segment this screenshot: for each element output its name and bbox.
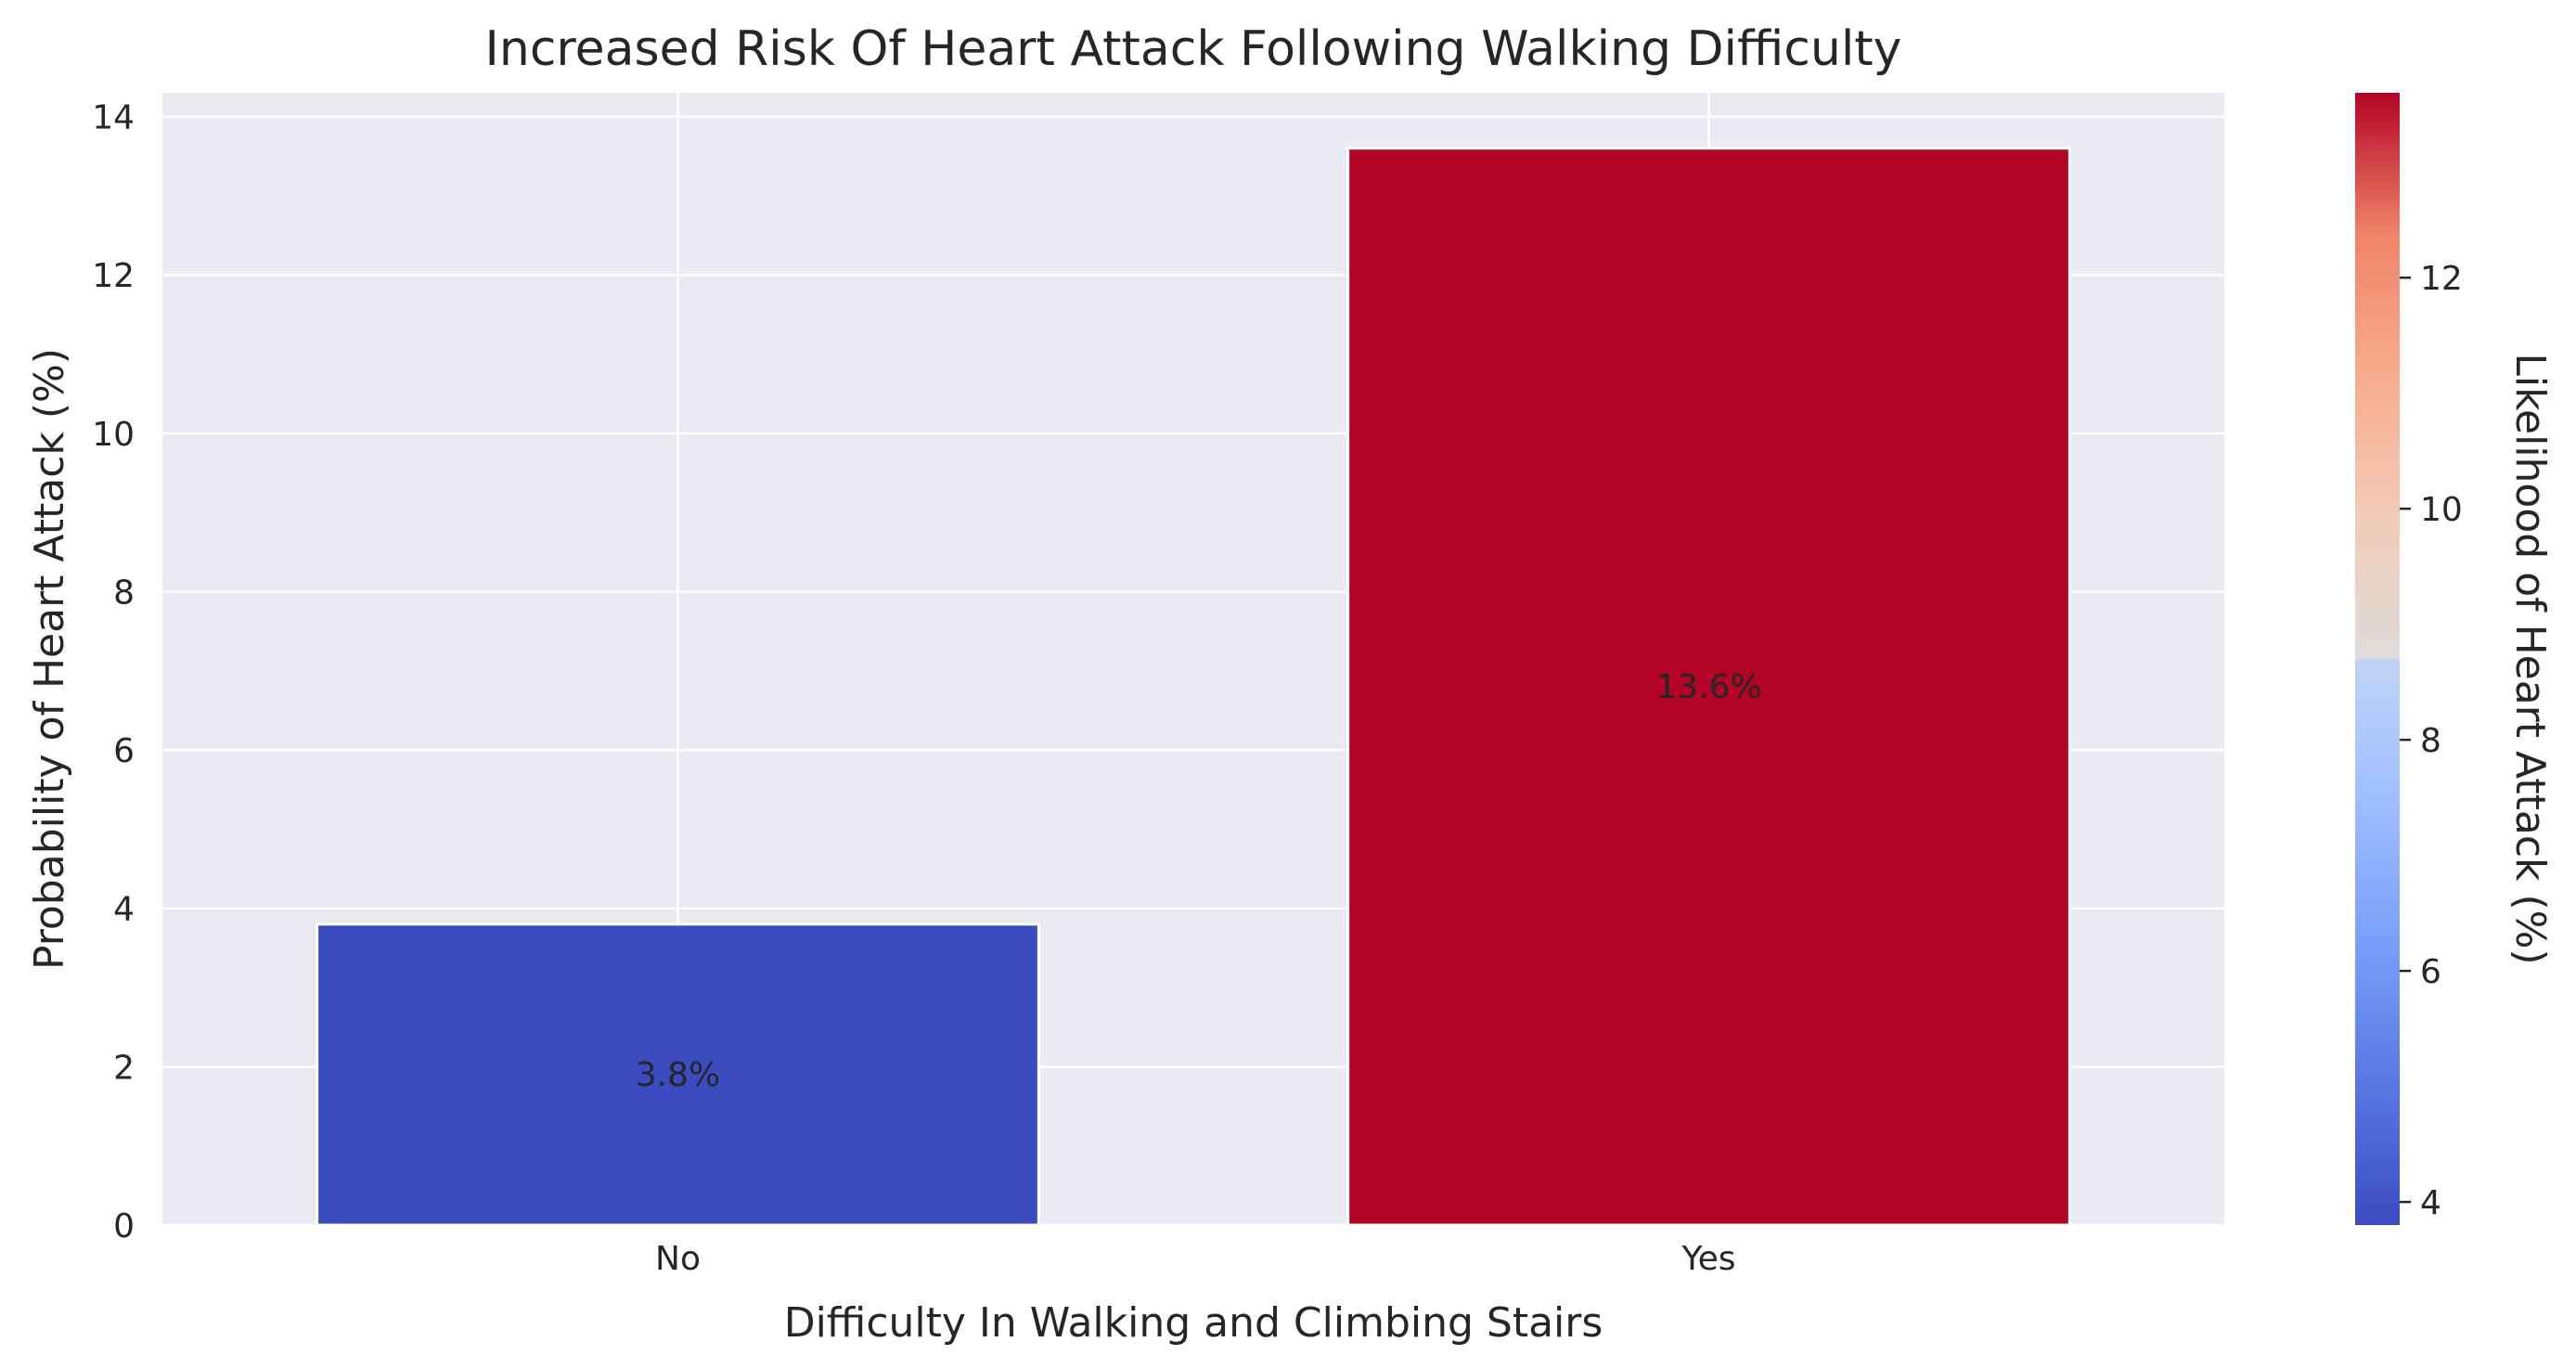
y-tick-label: 2 xyxy=(113,1049,135,1087)
data-label: 13.6% xyxy=(1655,668,1761,706)
x-tick-label: Yes xyxy=(1681,1240,1735,1278)
x-tick-labels: No Yes xyxy=(655,1240,1736,1278)
bars xyxy=(316,147,2071,1227)
colorbar-ticks: 4 6 8 10 12 xyxy=(2400,260,2463,1222)
y-tick-labels: 0 2 4 6 8 10 12 14 xyxy=(92,99,135,1245)
colorbar-tick-label: 4 xyxy=(2420,1184,2441,1222)
y-tick-label: 12 xyxy=(92,257,135,295)
x-tick-label: No xyxy=(655,1240,701,1278)
colorbar-tick-label: 12 xyxy=(2420,260,2463,298)
x-axis-label: Difficulty In Walking and Climbing Stair… xyxy=(784,1299,1604,1347)
y-tick-label: 0 xyxy=(113,1207,135,1245)
y-tick-label: 4 xyxy=(113,891,135,929)
bar-yes xyxy=(1346,147,2071,1227)
colorbar-label: Likelihood of Heart Attack (%) xyxy=(2506,353,2554,964)
colorbar xyxy=(2355,93,2400,1225)
y-axis-label: Probability of Heart Attack (%) xyxy=(26,348,73,970)
colorbar-tick-label: 10 xyxy=(2420,491,2463,529)
y-tick-label: 6 xyxy=(113,732,135,770)
y-tick-label: 10 xyxy=(92,416,135,454)
colorbar-tick-label: 6 xyxy=(2420,953,2441,991)
colorbar-tick-label: 8 xyxy=(2420,722,2441,760)
data-label: 3.8% xyxy=(636,1056,720,1094)
bar-no xyxy=(316,923,1040,1227)
y-tick-label: 8 xyxy=(113,574,135,612)
data-labels: 3.8% 13.6% xyxy=(636,668,1762,1094)
y-tick-label: 14 xyxy=(92,99,135,137)
chart-title: Increased Risk Of Heart Attack Following… xyxy=(485,21,1902,77)
